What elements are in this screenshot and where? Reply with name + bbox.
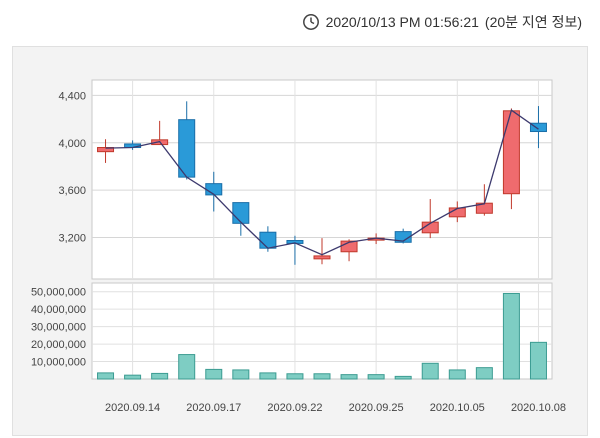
delay-note: (20분 지연 정보) xyxy=(484,14,582,30)
volume-bar xyxy=(286,373,304,380)
timestamp-bar: 2020/10/13 PM 01:56:21 (20분 지연 정보) xyxy=(302,10,582,34)
candle-up xyxy=(313,255,331,260)
timestamp-text: 2020/10/13 PM 01:56:21 xyxy=(325,14,479,30)
volume-bar xyxy=(97,372,115,380)
price-line xyxy=(105,109,539,256)
candle-down xyxy=(205,183,223,196)
volume-bar xyxy=(421,362,439,380)
x-tick-label: 2020.10.05 xyxy=(430,402,485,414)
candle-down xyxy=(529,122,547,133)
volume-tick-label: 10,000,000 xyxy=(31,357,86,369)
candle-down xyxy=(259,231,277,249)
x-tick-label: 2020.09.25 xyxy=(349,402,404,414)
volume-bar xyxy=(448,369,466,380)
volume-bar xyxy=(367,374,385,380)
volume-bar xyxy=(232,369,250,380)
volume-bar xyxy=(151,372,169,380)
volume-bar xyxy=(313,373,331,380)
x-tick-label: 2020.09.17 xyxy=(186,402,241,414)
candle-down xyxy=(232,202,250,224)
volume-plot-area xyxy=(91,282,553,380)
volume-tick-label: 40,000,000 xyxy=(31,304,86,316)
price-tick-label: 3,200 xyxy=(58,233,86,245)
volume-bar xyxy=(475,367,493,380)
volume-bar xyxy=(529,341,547,380)
volume-bar xyxy=(205,368,223,380)
volume-tick-label: 50,000,000 xyxy=(31,287,86,299)
x-tick-label: 2020.10.08 xyxy=(511,402,566,414)
candle-down xyxy=(394,231,412,243)
volume-tick-label: 30,000,000 xyxy=(31,322,86,334)
volume-bar xyxy=(394,375,412,380)
volume-tick-label: 20,000,000 xyxy=(31,339,86,351)
clock-icon xyxy=(302,13,320,31)
candle-up xyxy=(502,110,520,195)
volume-bar xyxy=(178,354,196,380)
volume-bar xyxy=(502,292,520,380)
volume-bar xyxy=(124,374,142,380)
price-tick-label: 4,400 xyxy=(58,90,86,102)
volume-bar xyxy=(340,374,358,380)
candle-up xyxy=(421,221,439,234)
candle-down xyxy=(178,119,196,178)
x-tick-label: 2020.09.22 xyxy=(267,402,322,414)
price-tick-label: 3,600 xyxy=(58,185,86,197)
x-tick-label: 2020.09.14 xyxy=(105,402,160,414)
price-tick-label: 4,000 xyxy=(58,138,86,150)
volume-bar xyxy=(259,372,277,380)
